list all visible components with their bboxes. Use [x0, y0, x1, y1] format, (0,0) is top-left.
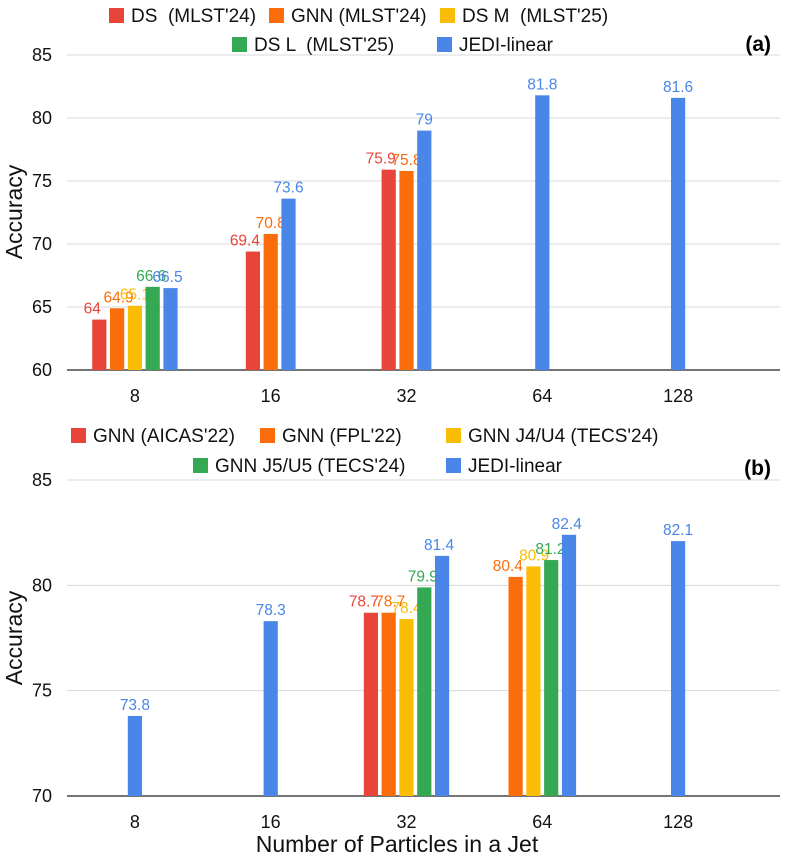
legend-label: DS (MLST'24) — [131, 6, 256, 27]
bar-ds-l-mlst-25 — [145, 286, 160, 370]
bar-jedi-linear — [535, 95, 550, 370]
data-label: 79 — [416, 112, 433, 129]
x-tick-label: 8 — [130, 386, 140, 406]
bar-jedi-linear — [435, 555, 450, 796]
y-tick-label: 75 — [32, 681, 52, 701]
bar-gnn-mlst-24 — [399, 170, 414, 370]
legend-swatch — [260, 428, 275, 443]
legend-swatch — [446, 428, 461, 443]
legend-swatch — [437, 37, 452, 52]
bar-gnn-aicas-22 — [363, 612, 378, 796]
legend-swatch — [109, 8, 124, 23]
y-tick-label: 60 — [32, 360, 52, 380]
bar-gnn-fpl-22 — [381, 612, 396, 796]
legend-label: GNN J4/U4 (TECS'24) — [468, 426, 659, 447]
data-label: 81.4 — [424, 537, 455, 554]
x-tick-label: 64 — [532, 812, 552, 832]
data-label: 79.9 — [408, 568, 438, 585]
data-label: 73.6 — [273, 180, 303, 197]
x-tick-label: 128 — [663, 812, 693, 832]
y-tick-label: 85 — [32, 45, 52, 65]
x-tick-label: 16 — [261, 812, 281, 832]
data-label: 66.6 — [136, 268, 166, 285]
legend-label: GNN (FPL'22) — [282, 426, 402, 447]
data-label: 75.9 — [366, 151, 396, 168]
bar-ds-mlst-24 — [245, 251, 260, 370]
data-label: 78.7 — [349, 594, 379, 611]
bar-jedi-linear — [671, 97, 686, 370]
legend-swatch — [193, 458, 208, 473]
bar-jedi-linear — [281, 198, 296, 370]
legend-label: DS L (MLST'25) — [254, 35, 394, 56]
data-label: 78.4 — [391, 600, 422, 617]
data-label: 64.9 — [104, 289, 134, 306]
y-tick-label: 70 — [32, 786, 52, 806]
bar-jedi-linear — [127, 715, 142, 796]
x-tick-label: 8 — [130, 812, 140, 832]
data-label: 82.4 — [552, 516, 583, 533]
y-tick-label: 80 — [32, 108, 52, 128]
data-label: 69.4 — [230, 233, 261, 250]
y-tick-label: 85 — [32, 470, 52, 490]
y-tick-label: 70 — [32, 234, 52, 254]
y-tick-label: 65 — [32, 297, 52, 317]
data-label: 81.2 — [535, 541, 565, 558]
legend-swatch — [232, 37, 247, 52]
legend-label: GNN (MLST'24) — [291, 6, 427, 27]
data-label: 65.1 — [120, 287, 150, 304]
bar-gnn-mlst-24 — [110, 308, 125, 370]
data-label: 64 — [84, 301, 102, 318]
bar-ds-mlst-24 — [92, 319, 107, 370]
y-tick-label: 80 — [32, 575, 52, 595]
legend-swatch — [71, 428, 86, 443]
bar-gnn-j5-u5-tecs-24 — [417, 587, 432, 796]
bar-ds-mlst-24 — [381, 169, 396, 370]
bar-gnn-j5-u5-tecs-24 — [544, 560, 559, 796]
data-label: 80.9 — [519, 547, 549, 564]
legend-label: GNN J5/U5 (TECS'24) — [215, 456, 406, 477]
bar-gnn-fpl-22 — [508, 576, 523, 796]
bar-gnn-j4-u4-tecs-24 — [399, 619, 414, 796]
legend-swatch — [440, 8, 455, 23]
data-label: 75.8 — [391, 152, 421, 169]
data-label: 78.3 — [256, 602, 286, 619]
bar-gnn-j4-u4-tecs-24 — [526, 566, 541, 796]
bar-jedi-linear — [417, 130, 432, 370]
panel-label: (a) — [745, 33, 771, 56]
x-axis-title: Number of Particles in a Jet — [256, 831, 539, 857]
data-label: 81.8 — [527, 76, 557, 93]
legend-label: GNN (AICAS'22) — [93, 426, 235, 447]
legend-swatch — [269, 8, 284, 23]
bar-jedi-linear — [561, 534, 577, 796]
x-tick-label: 16 — [261, 386, 281, 406]
legend-swatch — [446, 458, 461, 473]
bar-jedi-linear — [263, 621, 278, 796]
data-label: 66.5 — [152, 269, 182, 286]
legend-label: DS M (MLST'25) — [462, 6, 608, 27]
x-tick-label: 32 — [396, 386, 416, 406]
x-tick-label: 32 — [396, 812, 416, 832]
legend-label: JEDI-linear — [459, 35, 554, 56]
bar-jedi-linear — [671, 541, 686, 796]
data-label: 78.7 — [375, 594, 405, 611]
x-tick-label: 128 — [663, 386, 693, 406]
y-axis-title: Accuracy — [1, 164, 27, 259]
panel-label: (b) — [744, 457, 771, 480]
data-label: 81.6 — [663, 79, 693, 96]
data-label: 80.4 — [493, 558, 524, 575]
data-label: 73.8 — [120, 697, 150, 714]
bar-gnn-mlst-24 — [263, 233, 278, 370]
legend-label: JEDI-linear — [468, 456, 563, 477]
y-tick-label: 75 — [32, 171, 52, 191]
y-axis-title: Accuracy — [1, 590, 27, 685]
bar-jedi-linear — [163, 288, 178, 370]
x-tick-label: 64 — [532, 386, 552, 406]
bar-ds-m-mlst-25 — [127, 305, 142, 370]
data-label: 70.8 — [256, 215, 286, 232]
data-label: 82.1 — [663, 522, 693, 539]
